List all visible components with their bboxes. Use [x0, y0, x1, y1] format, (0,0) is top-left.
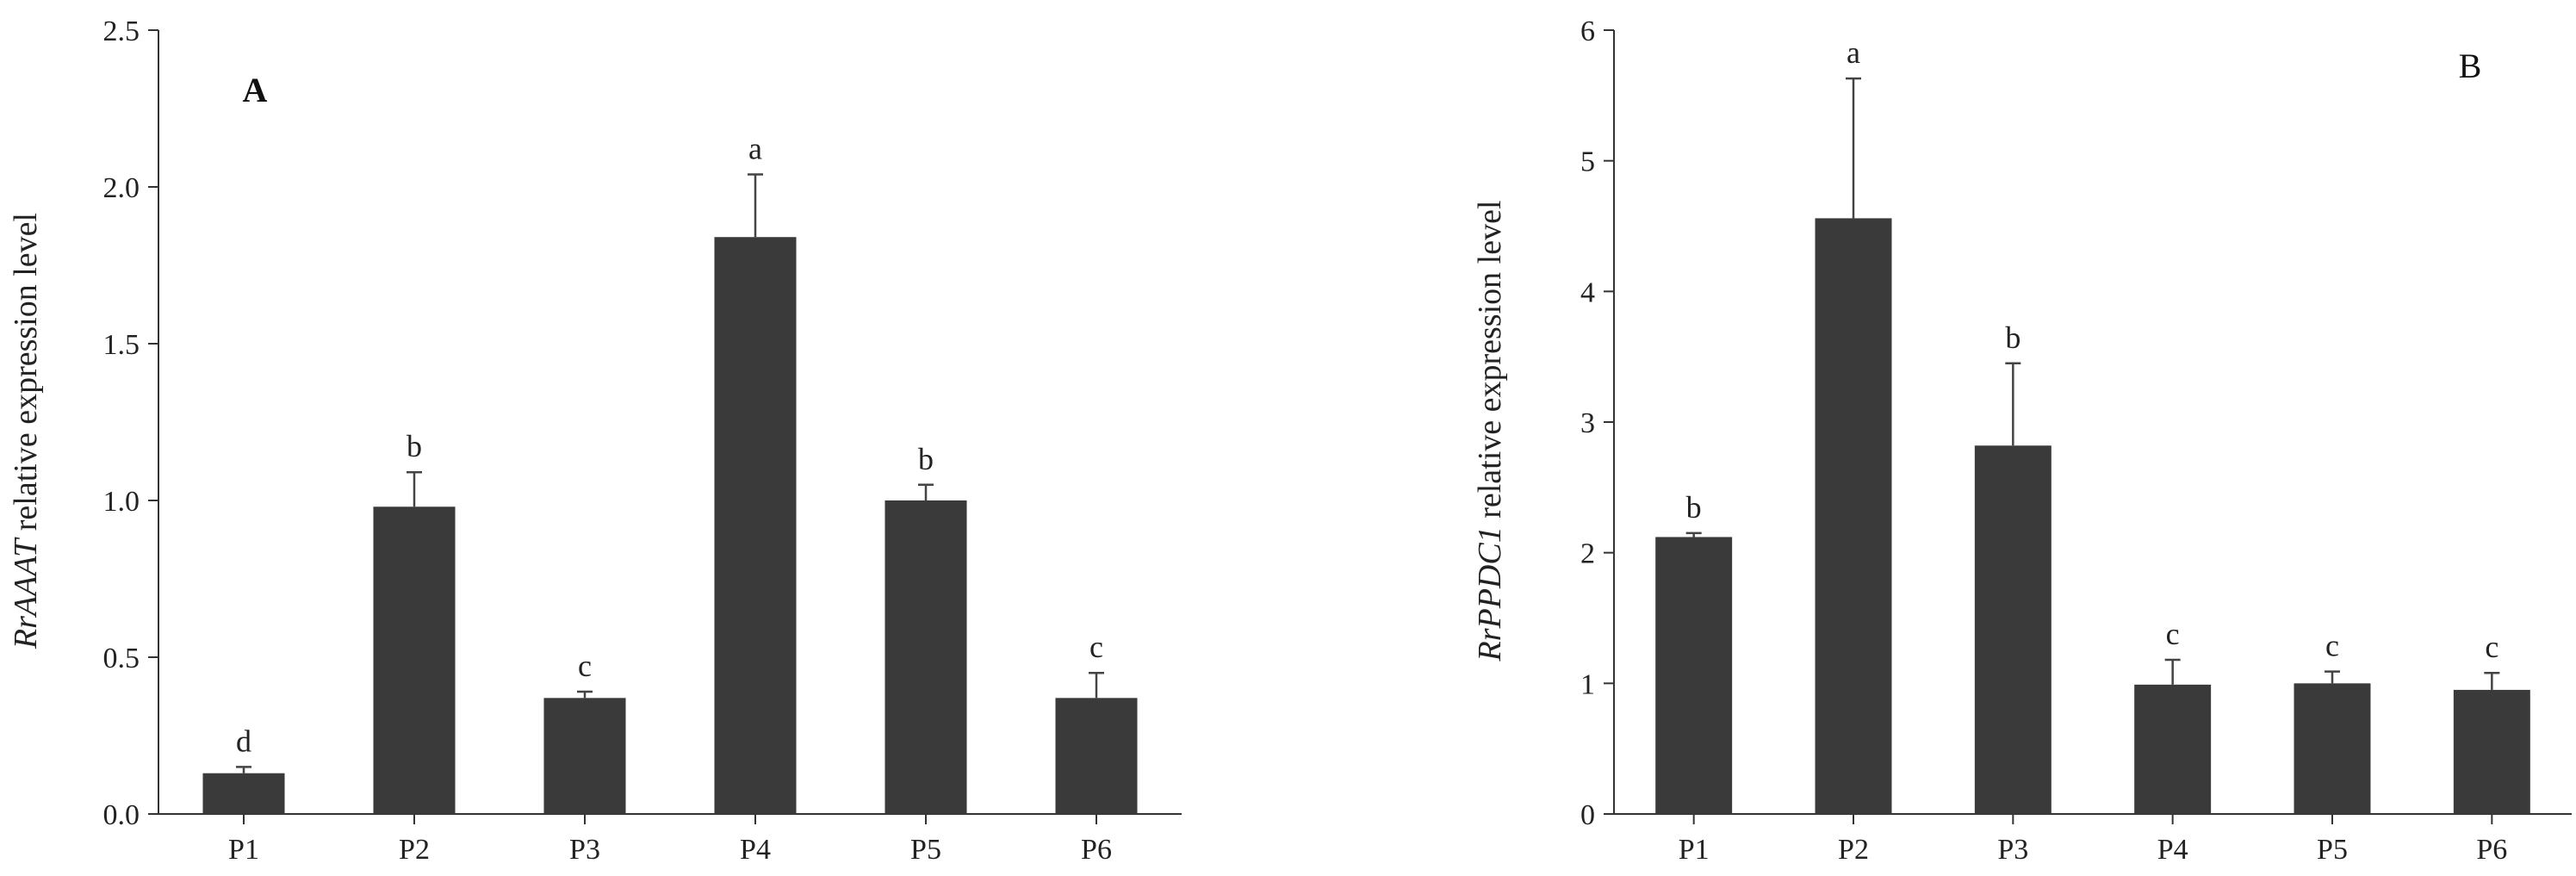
bar-p1-a — [202, 773, 285, 814]
significance-letter-a: b — [407, 429, 422, 463]
y-axis-label-a: RrAAAT relative expression level — [8, 213, 44, 649]
x-tick-label-a: P2 — [399, 834, 430, 866]
x-tick-label-b: P4 — [2157, 834, 2188, 866]
y-axis-label-text-b: relative expression level — [1472, 200, 1508, 526]
x-tick-label-b: P6 — [2476, 834, 2507, 866]
bar-p2-b — [1815, 218, 1892, 814]
bar-p4-a — [714, 237, 797, 814]
panel-label-a: A — [243, 71, 268, 109]
chart-panel-b: RrPPDC1 relative expression level B 0 1 2 3… — [1472, 16, 2572, 866]
bar-p6-b — [2453, 689, 2530, 814]
bar-p3-a — [543, 698, 626, 814]
bar-p4-b — [2134, 684, 2212, 814]
x-tick-label-b: P5 — [2317, 834, 2348, 866]
y-tick-label-a: 0.5 — [103, 643, 140, 674]
y-axis-label-gene-a: RrAAAT — [8, 537, 44, 649]
x-tick-label-b: P2 — [1838, 834, 1869, 866]
y-tick-label-b: 0 — [1580, 799, 1595, 831]
y-tick-label-b: 3 — [1580, 407, 1595, 439]
y-tick-label-a: 1.5 — [103, 329, 140, 361]
x-tick-label-b: P1 — [1679, 834, 1710, 866]
significance-letter-b: b — [1686, 490, 1702, 525]
x-tick-label-a: P3 — [569, 834, 600, 866]
significance-letter-b: c — [2325, 629, 2339, 663]
bar-p2-a — [373, 506, 456, 814]
significance-letter-a: a — [748, 131, 762, 165]
y-tick-label-a: 1.0 — [103, 486, 140, 518]
y-tick-label-a: 0.0 — [103, 799, 140, 831]
x-tick-label-a: P4 — [740, 834, 771, 866]
panel-label-b: B — [2459, 47, 2482, 85]
significance-letter-b: c — [2166, 617, 2180, 651]
bar-p6-a — [1055, 698, 1138, 814]
bar-p5-b — [2294, 683, 2371, 814]
y-axis-label-text-a: relative expression level — [8, 213, 44, 539]
significance-letter-b: c — [2485, 630, 2498, 664]
x-tick-label-a: P1 — [228, 834, 259, 866]
y-axis-label-gene-b: RrPPDC1 — [1472, 526, 1508, 662]
bar-p1-b — [1655, 537, 1733, 814]
significance-letter-a: c — [1089, 630, 1103, 664]
y-tick-label-b: 6 — [1580, 16, 1595, 47]
x-tick-label-a: P6 — [1081, 834, 1112, 866]
y-tick-label-a: 2.5 — [103, 16, 140, 47]
significance-letter-a: c — [578, 649, 592, 683]
x-tick-label-a: P5 — [910, 834, 941, 866]
y-tick-label-b: 2 — [1580, 538, 1595, 570]
bar-p3-b — [1974, 445, 2051, 814]
significance-letter-a: b — [918, 442, 934, 476]
y-tick-label-b: 4 — [1580, 276, 1595, 308]
x-tick-label-b: P3 — [1997, 834, 2028, 866]
significance-letter-a: d — [236, 724, 251, 758]
y-tick-label-a: 2.0 — [103, 172, 140, 204]
bar-p5-a — [885, 500, 967, 814]
y-tick-label-b: 1 — [1580, 668, 1595, 700]
y-axis-label-b: RrPPDC1 relative expression level — [1472, 200, 1508, 662]
chart-panel-a: RrAAAT relative expression level A 0.0 0.… — [8, 16, 1182, 866]
significance-letter-b: a — [1847, 35, 1860, 70]
significance-letter-b: b — [2005, 320, 2020, 355]
y-tick-label-b: 5 — [1580, 146, 1595, 178]
